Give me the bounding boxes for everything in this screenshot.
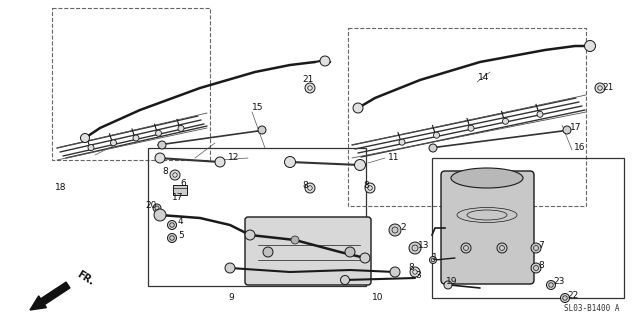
Circle shape <box>560 293 570 302</box>
Circle shape <box>503 118 508 124</box>
Circle shape <box>595 83 605 93</box>
FancyArrow shape <box>30 282 70 310</box>
Text: 8: 8 <box>538 260 544 269</box>
Text: 8: 8 <box>162 167 168 177</box>
Circle shape <box>399 139 405 145</box>
Circle shape <box>360 253 370 263</box>
Text: 6: 6 <box>180 179 185 188</box>
Circle shape <box>168 220 177 229</box>
Circle shape <box>354 159 365 171</box>
Circle shape <box>537 111 543 117</box>
Circle shape <box>258 126 266 134</box>
Circle shape <box>215 157 225 167</box>
Circle shape <box>133 135 139 141</box>
Circle shape <box>225 263 235 273</box>
Bar <box>348 28 586 206</box>
Circle shape <box>390 267 400 277</box>
Circle shape <box>168 234 177 243</box>
FancyBboxPatch shape <box>441 171 534 284</box>
Text: 19: 19 <box>446 277 458 286</box>
Circle shape <box>444 281 452 289</box>
Circle shape <box>158 141 166 149</box>
Circle shape <box>178 125 184 132</box>
Circle shape <box>153 204 161 212</box>
Circle shape <box>291 236 299 244</box>
Circle shape <box>531 263 541 273</box>
Bar <box>148 148 366 286</box>
Ellipse shape <box>451 168 523 188</box>
Circle shape <box>88 145 94 151</box>
Text: 17: 17 <box>570 124 582 132</box>
Text: 2: 2 <box>400 223 406 233</box>
Circle shape <box>284 156 296 167</box>
Text: 12: 12 <box>228 153 239 162</box>
Circle shape <box>305 83 315 93</box>
Circle shape <box>429 144 437 152</box>
Circle shape <box>245 230 255 240</box>
Text: 1: 1 <box>432 252 438 261</box>
Circle shape <box>584 41 596 52</box>
Text: 10: 10 <box>372 293 384 302</box>
Circle shape <box>434 132 439 138</box>
Circle shape <box>430 257 437 263</box>
Circle shape <box>531 243 541 253</box>
Circle shape <box>170 170 180 180</box>
Text: 13: 13 <box>418 241 430 250</box>
Circle shape <box>410 267 420 277</box>
Circle shape <box>320 56 330 66</box>
Text: 8: 8 <box>408 263 414 273</box>
Text: 14: 14 <box>478 74 489 83</box>
Circle shape <box>155 153 165 163</box>
Circle shape <box>345 247 355 257</box>
Circle shape <box>111 140 116 146</box>
Circle shape <box>563 126 571 134</box>
Bar <box>432 158 624 298</box>
Text: 4: 4 <box>178 218 184 227</box>
Circle shape <box>156 130 161 136</box>
Text: 22: 22 <box>567 291 579 300</box>
Circle shape <box>154 209 166 221</box>
Text: 17: 17 <box>172 194 184 203</box>
Text: 11: 11 <box>388 153 399 162</box>
Text: 15: 15 <box>252 102 263 111</box>
Text: 8: 8 <box>363 180 369 189</box>
Circle shape <box>409 242 421 254</box>
Circle shape <box>546 281 556 290</box>
Text: 5: 5 <box>178 230 184 239</box>
Circle shape <box>353 103 363 113</box>
Circle shape <box>365 183 375 193</box>
Circle shape <box>341 276 349 284</box>
Circle shape <box>305 183 315 193</box>
Circle shape <box>80 133 89 142</box>
Text: 23: 23 <box>553 277 565 286</box>
Text: 20: 20 <box>145 201 156 210</box>
Circle shape <box>468 125 474 131</box>
Text: 8: 8 <box>302 180 308 189</box>
Bar <box>173 185 187 195</box>
Text: 18: 18 <box>55 183 66 193</box>
Circle shape <box>497 243 507 253</box>
Circle shape <box>461 243 471 253</box>
Text: 3: 3 <box>415 270 421 279</box>
Text: FR.: FR. <box>75 269 96 287</box>
FancyBboxPatch shape <box>245 217 371 285</box>
Bar <box>52 8 210 160</box>
Text: 7: 7 <box>538 241 544 250</box>
Text: 16: 16 <box>574 143 586 153</box>
Text: SL03-B1400 A: SL03-B1400 A <box>565 304 620 313</box>
Text: 21: 21 <box>602 84 613 92</box>
Text: 21: 21 <box>302 76 313 84</box>
Circle shape <box>389 224 401 236</box>
Circle shape <box>263 247 273 257</box>
Text: 9: 9 <box>228 293 234 302</box>
